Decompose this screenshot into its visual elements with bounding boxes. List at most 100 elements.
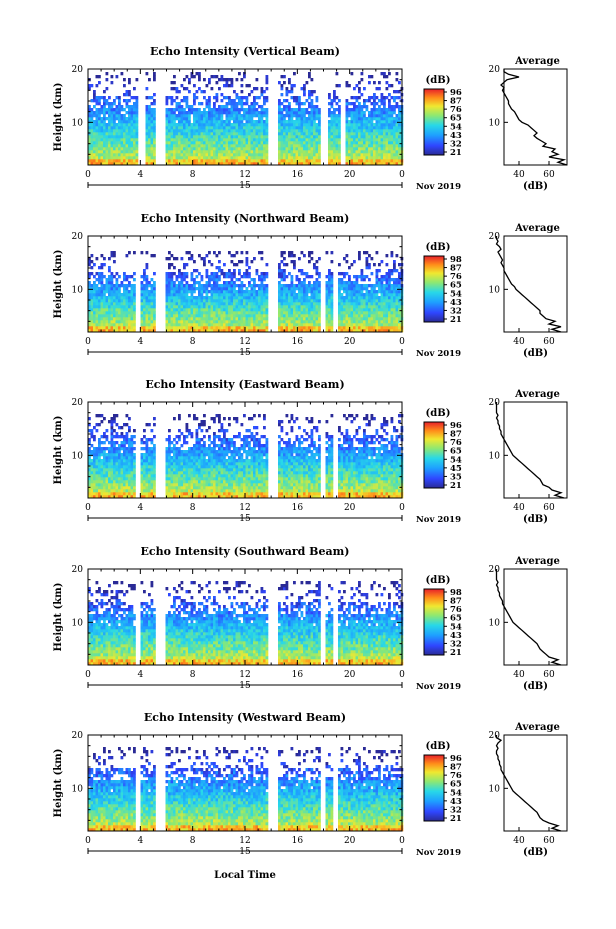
heatmap-cell xyxy=(365,135,369,139)
heatmap-cell xyxy=(328,162,331,166)
heatmap-cell xyxy=(293,314,296,318)
heatmap-cell xyxy=(375,329,379,333)
heatmap-cell xyxy=(248,299,251,303)
heatmap-cell xyxy=(245,111,249,115)
heatmap-cell xyxy=(228,296,231,300)
heatmap-cell xyxy=(290,117,294,121)
heatmap-cell xyxy=(168,305,171,309)
heatmap-cell xyxy=(350,287,354,291)
heatmap-cell xyxy=(285,138,289,142)
heatmap-cell xyxy=(388,147,391,151)
heatmap-cell xyxy=(330,299,334,303)
heatmap-cell xyxy=(93,320,96,324)
heatmap-cell xyxy=(230,108,234,112)
heatmap-cell xyxy=(255,296,259,300)
heatmap-cell xyxy=(170,153,174,157)
heatmap-cell xyxy=(118,305,121,309)
heatmap-cell xyxy=(255,141,259,145)
heatmap-cell xyxy=(105,129,109,133)
heatmap-cell xyxy=(248,317,251,321)
heatmap-cell xyxy=(233,135,236,139)
heatmap-cell xyxy=(128,105,131,109)
heatmap-cell xyxy=(203,135,206,139)
heatmap-cell xyxy=(390,299,394,303)
heatmap-cell xyxy=(345,102,349,106)
heatmap-cell xyxy=(143,323,146,327)
heatmap-cell xyxy=(345,126,349,130)
heatmap-cell xyxy=(398,317,401,321)
heatmap-cell xyxy=(150,495,154,499)
heatmap-cell xyxy=(318,275,321,279)
heatmap-cell xyxy=(218,159,221,163)
heatmap-cell xyxy=(373,159,376,163)
heatmap-cell xyxy=(198,87,201,91)
heatmap-cell xyxy=(153,299,156,303)
heatmap-cell xyxy=(88,138,91,142)
heatmap-cell xyxy=(390,96,394,100)
heatmap-cell xyxy=(190,108,194,112)
average-x-tick-label: 40 xyxy=(513,337,525,347)
heatmap-cell xyxy=(188,156,191,160)
heatmap-cell xyxy=(100,150,104,154)
heatmap-cell xyxy=(233,144,236,148)
average-x-label: (dB) xyxy=(523,181,548,192)
heatmap-cell xyxy=(165,96,169,100)
heatmap-cell xyxy=(88,296,91,300)
heatmap-cell xyxy=(303,156,306,160)
heatmap-cell xyxy=(328,269,331,273)
heatmap-cell xyxy=(325,293,329,297)
heatmap-cell xyxy=(263,90,266,94)
heatmap-cell xyxy=(278,141,281,145)
heatmap-cell xyxy=(225,281,229,285)
heatmap-cell xyxy=(370,132,374,136)
heatmap-cell xyxy=(210,293,214,297)
heatmap-cell xyxy=(180,293,184,297)
panel-1: Echo Intensity (Northward Beam)1020Heigh… xyxy=(53,212,568,359)
heatmap-cell xyxy=(253,296,256,300)
heatmap-cell xyxy=(363,296,366,300)
heatmap-cell xyxy=(350,284,354,288)
heatmap-cell xyxy=(223,281,226,285)
heatmap-cell xyxy=(280,84,284,88)
heatmap-cell xyxy=(178,108,181,112)
heatmap-cell xyxy=(203,305,206,309)
heatmap-cell xyxy=(295,99,299,103)
heatmap-cell xyxy=(378,290,381,294)
heatmap-cell xyxy=(190,305,194,309)
heatmap-cell xyxy=(295,302,299,306)
heatmap-cell xyxy=(260,153,264,157)
heatmap-cell xyxy=(178,102,181,106)
heatmap-cell xyxy=(170,311,174,315)
heatmap-cell xyxy=(300,135,304,139)
heatmap-cell xyxy=(175,275,179,279)
heatmap-cell xyxy=(250,162,254,166)
heatmap-cell xyxy=(260,299,264,303)
heatmap-cell xyxy=(148,129,151,133)
heatmap-cell xyxy=(368,296,371,300)
heatmap-cell xyxy=(143,329,146,333)
heatmap-cell xyxy=(255,120,259,124)
heatmap-cell xyxy=(210,287,214,291)
heatmap-cell xyxy=(313,132,316,136)
heatmap-cell xyxy=(290,108,294,112)
heatmap-cell xyxy=(265,302,269,306)
heatmap-cell xyxy=(288,153,291,157)
heatmap-cell xyxy=(180,150,184,154)
heatmap-cell xyxy=(318,153,321,157)
heatmap-cell xyxy=(250,317,254,321)
heatmap-cell xyxy=(318,126,321,130)
heatmap-cell xyxy=(228,305,231,309)
heatmap-cell xyxy=(185,132,189,136)
heatmap-cell xyxy=(145,114,149,118)
heatmap-cell xyxy=(355,117,359,121)
heatmap-cell xyxy=(315,99,319,103)
heatmap-cell xyxy=(338,162,341,166)
heatmap-cell xyxy=(293,320,296,324)
heatmap-cell xyxy=(128,138,131,142)
heatmap-cell xyxy=(213,299,216,303)
heatmap-cell xyxy=(100,296,104,300)
heatmap-cell xyxy=(358,257,361,261)
heatmap-cell xyxy=(105,281,109,285)
heatmap-cell xyxy=(393,314,396,318)
heatmap-cell xyxy=(330,317,334,321)
